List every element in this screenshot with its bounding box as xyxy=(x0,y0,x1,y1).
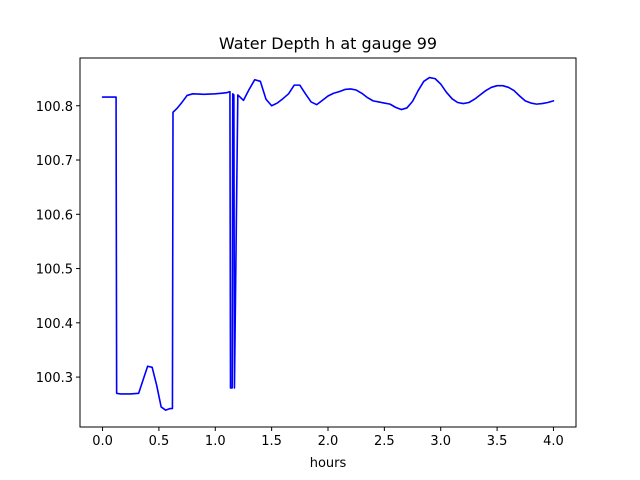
x-axis: 0.0 0.5 1.0 1.5 2.0 2.5 3.0 3.5 4.0 xyxy=(92,427,564,449)
x-tick-label: 1.5 xyxy=(261,434,282,449)
x-tick-label: 3.0 xyxy=(430,434,451,449)
x-tick-label: 2.5 xyxy=(374,434,395,449)
y-tick-label: 100.7 xyxy=(36,154,73,169)
x-tick-label: 1.0 xyxy=(205,434,226,449)
x-tick-label: 2.0 xyxy=(318,434,339,449)
x-tick-label: 3.5 xyxy=(487,434,508,449)
series-line-0 xyxy=(101,76,555,411)
y-tick-label: 100.6 xyxy=(36,208,73,223)
x-axis-label: hours xyxy=(310,456,347,471)
y-axis: 100.3 100.4 100.5 100.6 100.7 100.8 xyxy=(36,100,80,386)
x-tick-label: 4.0 xyxy=(543,434,564,449)
y-tick-label: 100.8 xyxy=(36,100,73,115)
y-tick-label: 100.3 xyxy=(36,371,73,386)
x-tick-label: 0.0 xyxy=(92,434,113,449)
y-tick-label: 100.4 xyxy=(36,317,73,332)
plot-area xyxy=(101,76,555,411)
chart-title: Water Depth h at gauge 99 xyxy=(219,34,437,53)
x-tick-label: 0.5 xyxy=(149,434,170,449)
y-tick-label: 100.5 xyxy=(36,263,73,278)
